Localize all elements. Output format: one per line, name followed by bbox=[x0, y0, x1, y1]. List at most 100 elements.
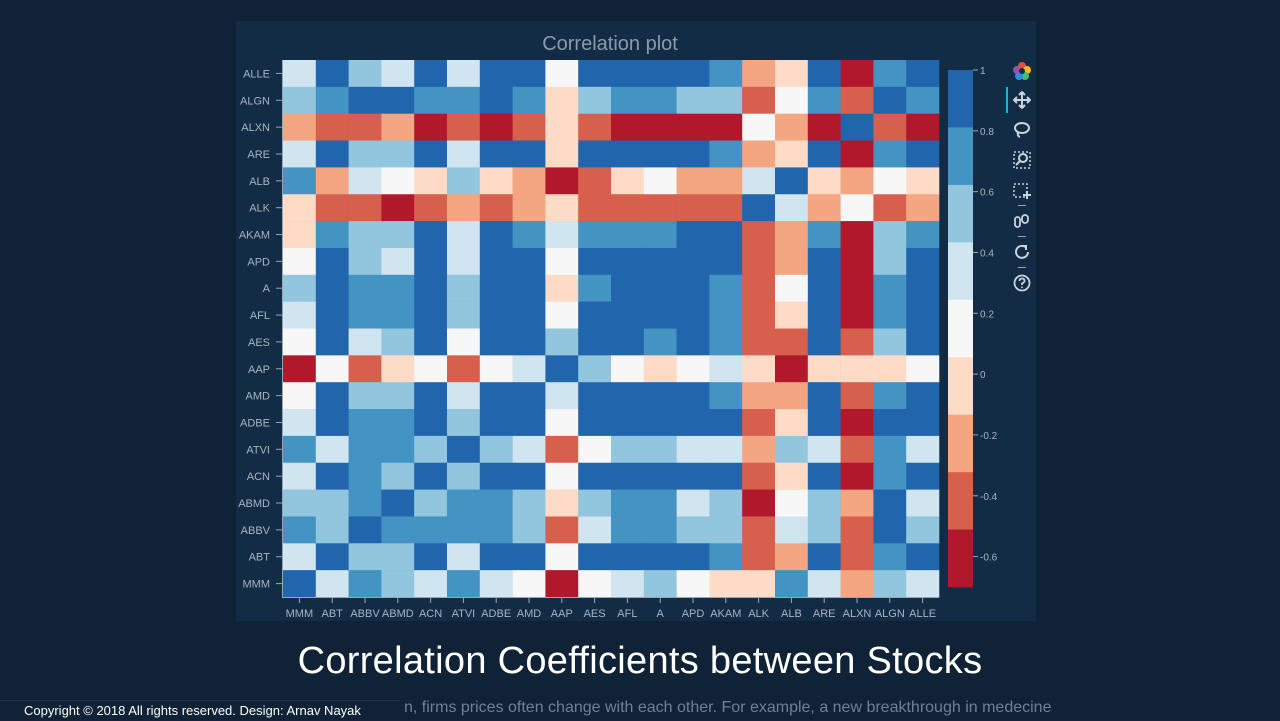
heatmap-cell-APD-ALXN bbox=[840, 247, 874, 276]
heatmap-cell-ALLE-AES bbox=[578, 60, 612, 88]
intro-paragraph: n, firms prices often change with each o… bbox=[404, 699, 1052, 716]
heatmap-cell-ALGN-AFL bbox=[611, 86, 645, 114]
heatmap-cell-ARE-ALGN bbox=[873, 140, 907, 168]
heatmap-cell-AES-ARE bbox=[807, 328, 841, 356]
heatmap-cell-APD-ABBV bbox=[348, 247, 382, 276]
heatmap-cell-APD-ABT bbox=[315, 247, 349, 276]
heatmap-cell-AAP-ABT bbox=[315, 355, 349, 383]
heatmap-cell-ARE-ATVI bbox=[447, 140, 481, 168]
heatmap-cell-ABT-ABMD bbox=[381, 543, 415, 571]
bokeh-logo-icon[interactable] bbox=[1008, 58, 1036, 84]
heatmap-cell-ALB-AES bbox=[578, 167, 612, 195]
heatmap-cell-ALK-AES bbox=[578, 194, 612, 222]
x-tick-label: ATVI bbox=[452, 608, 476, 620]
x-tick-label: AKAM bbox=[710, 608, 741, 620]
heatmap-cell-ARE-ABT bbox=[315, 140, 349, 168]
heatmap-cell-AMD-ALB bbox=[775, 382, 809, 410]
pan-icon[interactable] bbox=[1008, 87, 1036, 113]
heatmap-cell-ABT-AMD bbox=[512, 543, 546, 571]
heatmap-cell-AES-ABT bbox=[315, 328, 349, 356]
heatmap-cell-ABT-A bbox=[643, 543, 677, 571]
heatmap-cell-AES-ATVI bbox=[447, 328, 481, 356]
heatmap-cell-ATVI-ARE bbox=[807, 435, 841, 464]
heatmap-cell-ABT-ACN bbox=[414, 543, 448, 571]
heatmap-cell-ALXN-ABMD bbox=[381, 113, 415, 141]
help-icon[interactable] bbox=[1008, 270, 1036, 296]
heatmap-cell-ALB-ABT bbox=[315, 167, 349, 195]
heatmap-cell-ABBV-AES bbox=[578, 516, 612, 544]
heatmap-cell-MMM-ARE bbox=[807, 570, 841, 598]
heatmap-cell-ALGN-ADBE bbox=[479, 86, 513, 114]
heatmap-cell-ALK-AKAM bbox=[709, 194, 743, 222]
heatmap-cell-APD-ALLE bbox=[906, 247, 940, 276]
heatmap-cell-ARE-A bbox=[643, 140, 677, 168]
hover-icon[interactable] bbox=[1008, 208, 1036, 234]
heatmap-cell-A-ACN bbox=[414, 274, 448, 302]
heatmap-cell-ALB-AAP bbox=[545, 167, 579, 195]
heatmap-cell-ATVI-ALXN bbox=[840, 435, 874, 464]
heatmap-cell-ABT-AAP bbox=[545, 543, 579, 571]
heatmap-cell-ALB-ALK bbox=[742, 167, 776, 195]
colorbar-tick-label: 0 bbox=[980, 370, 986, 381]
heatmap-cell-AFL-ABBV bbox=[348, 301, 382, 329]
heatmap-cell-AAP-ARE bbox=[807, 355, 841, 383]
heatmap-cell-AES-ALK bbox=[742, 328, 776, 356]
heatmap-cell-AAP-AAP bbox=[545, 355, 579, 383]
heatmap-cell-ALXN-ACN bbox=[414, 113, 448, 141]
heatmap-cell-ABBV-AKAM bbox=[709, 516, 743, 544]
heatmap-cell-A-APD bbox=[676, 274, 710, 302]
heatmap-cell-ABBV-ALK bbox=[742, 516, 776, 544]
lasso-select-icon[interactable] bbox=[1008, 117, 1036, 143]
heatmap-cell-ALXN-ATVI bbox=[447, 113, 481, 141]
heatmap-cell-APD-ACN bbox=[414, 247, 448, 276]
heatmap-cell-A-A bbox=[643, 274, 677, 302]
x-tick-label: ABT bbox=[321, 608, 343, 620]
heatmap-cell-ALK-A bbox=[643, 194, 677, 222]
heatmap-cell-ATVI-AMD bbox=[512, 435, 546, 464]
heatmap-cell-AMD-ALXN bbox=[840, 382, 874, 410]
heatmap-cell-ARE-MMM bbox=[283, 140, 317, 168]
heatmap-cell-ARE-ABBV bbox=[348, 140, 382, 168]
heatmap-cell-AAP-APD bbox=[676, 355, 710, 383]
heatmap-cell-APD-ALK bbox=[742, 247, 776, 276]
heatmap-cell-MMM-ALLE bbox=[906, 570, 940, 598]
heatmap-cell-ACN-AMD bbox=[512, 462, 546, 490]
heatmap-cell-ALLE-ALB bbox=[775, 60, 809, 88]
copyright-footer: Copyright © 2018 All rights reserved. De… bbox=[0, 700, 400, 720]
box-select-icon[interactable] bbox=[1008, 177, 1036, 203]
heatmap-cell-APD-AKAM bbox=[709, 247, 743, 276]
y-tick-label: ALLE bbox=[243, 68, 270, 80]
heatmap-cell-AES-A bbox=[643, 328, 677, 356]
heatmap-cell-MMM-AFL bbox=[611, 570, 645, 598]
heatmap-cell-ALK-ALXN bbox=[840, 194, 874, 222]
heatmap-cell-AKAM-ALLE bbox=[906, 221, 940, 249]
heatmap-cell-ARE-AFL bbox=[611, 140, 645, 168]
heatmap-cell-ARE-ALB bbox=[775, 140, 809, 168]
heatmap-cell-ALXN-AMD bbox=[512, 113, 546, 141]
heatmap-cell-ABT-AKAM bbox=[709, 543, 743, 571]
heatmap-cell-ALGN-ALLE bbox=[906, 86, 940, 114]
heatmap-cell-ABBV-ARE bbox=[807, 516, 841, 544]
heatmap-cell-AMD-ABT bbox=[315, 382, 349, 410]
heatmap-cell-ALGN-ABMD bbox=[381, 86, 415, 114]
heatmap-cell-A-AES bbox=[578, 274, 612, 302]
heatmap-cell-A-ALK bbox=[742, 274, 776, 302]
heatmap-cell-ABMD-MMM bbox=[283, 489, 317, 517]
heatmap-cell-ALB-ALB bbox=[775, 167, 809, 195]
reset-icon[interactable] bbox=[1008, 239, 1036, 265]
heatmap-cell-APD-A bbox=[643, 247, 677, 276]
heatmap-cell-ABBV-ACN bbox=[414, 516, 448, 544]
box-zoom-icon[interactable] bbox=[1008, 147, 1036, 173]
heatmap-cell-MMM-ATVI bbox=[447, 570, 481, 598]
x-tick-label: ALGN bbox=[875, 608, 905, 620]
heatmap-cell-ARE-ACN bbox=[414, 140, 448, 168]
heatmap-cell-ABT-APD bbox=[676, 543, 710, 571]
heatmap-cell-ARE-APD bbox=[676, 140, 710, 168]
heatmap-cell-AKAM-AFL bbox=[611, 221, 645, 249]
colorbar-bin bbox=[948, 242, 973, 301]
heatmap-cell-ATVI-AKAM bbox=[709, 435, 743, 464]
heatmap-cell-ABMD-AKAM bbox=[709, 489, 743, 517]
heatmap-cell-AAP-AMD bbox=[512, 355, 546, 383]
heatmap-cell-ABT-ALB bbox=[775, 543, 809, 571]
